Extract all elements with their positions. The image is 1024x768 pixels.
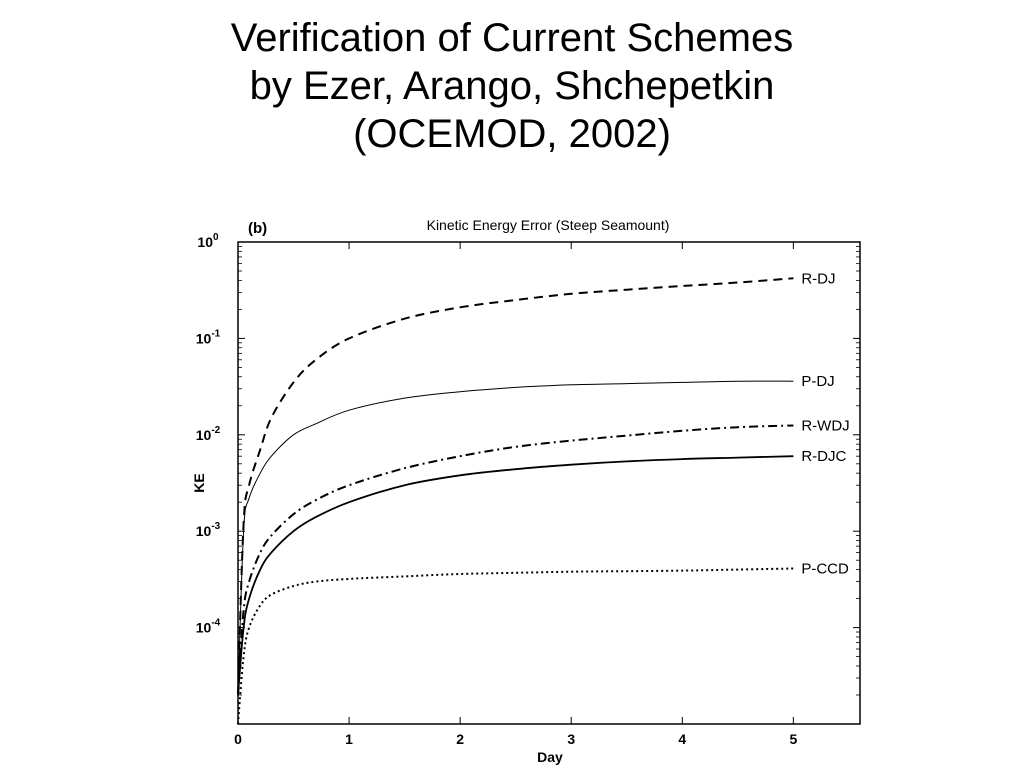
- x-tick-label: 2: [456, 731, 464, 747]
- x-axis-label: Day: [537, 749, 563, 765]
- slide-title-line-1: Verification of Current Schemes: [230, 16, 794, 60]
- x-tick-label: 5: [789, 731, 797, 747]
- series-line-r-djc: [237, 455, 794, 696]
- series-label-r-wdj: R-WDJ: [801, 417, 849, 434]
- y-tick-label: 10-1: [196, 328, 221, 346]
- series-line-r-dj: [237, 277, 794, 696]
- y-tick-label: 10-4: [196, 618, 221, 636]
- series-line-p-ccd: [237, 567, 794, 725]
- plot-frame: [237, 241, 861, 725]
- axis-ticks: 0 1 2 3 4 5 100 10-1 10-2 10-3 10-4: [196, 232, 860, 747]
- slide-title-line-2: by Ezer, Arango, Shchepetkin: [249, 64, 775, 108]
- x-tick-label: 3: [567, 731, 575, 747]
- series-labels: R-DJ P-DJ R-WDJ R-DJC P-CCD: [801, 270, 849, 577]
- series-label-p-dj: P-DJ: [801, 373, 834, 390]
- x-tick-label: 0: [234, 731, 242, 747]
- panel-label: (b): [248, 220, 267, 237]
- series-label-p-ccd: P-CCD: [801, 561, 849, 578]
- slide-title: Verification of Current Schemes by Ezer,…: [0, 14, 1024, 158]
- y-axis-label: KE: [191, 473, 207, 492]
- x-tick-label: 1: [345, 731, 353, 747]
- series-label-r-dj: R-DJ: [801, 270, 835, 287]
- series-label-r-djc: R-DJC: [801, 448, 846, 465]
- y-tick-label: 100: [197, 232, 219, 250]
- series-line-p-dj: [237, 380, 794, 696]
- x-tick-label: 4: [678, 731, 686, 747]
- chart-title: Kinetic Energy Error (Steep Seamount): [427, 217, 670, 233]
- slide-title-line-3: (OCEMOD, 2002): [353, 112, 671, 156]
- y-tick-label: 10-2: [196, 425, 221, 443]
- y-tick-label: 10-3: [196, 521, 221, 539]
- series-lines: [237, 277, 794, 725]
- series-line-r-wdj: [237, 424, 794, 696]
